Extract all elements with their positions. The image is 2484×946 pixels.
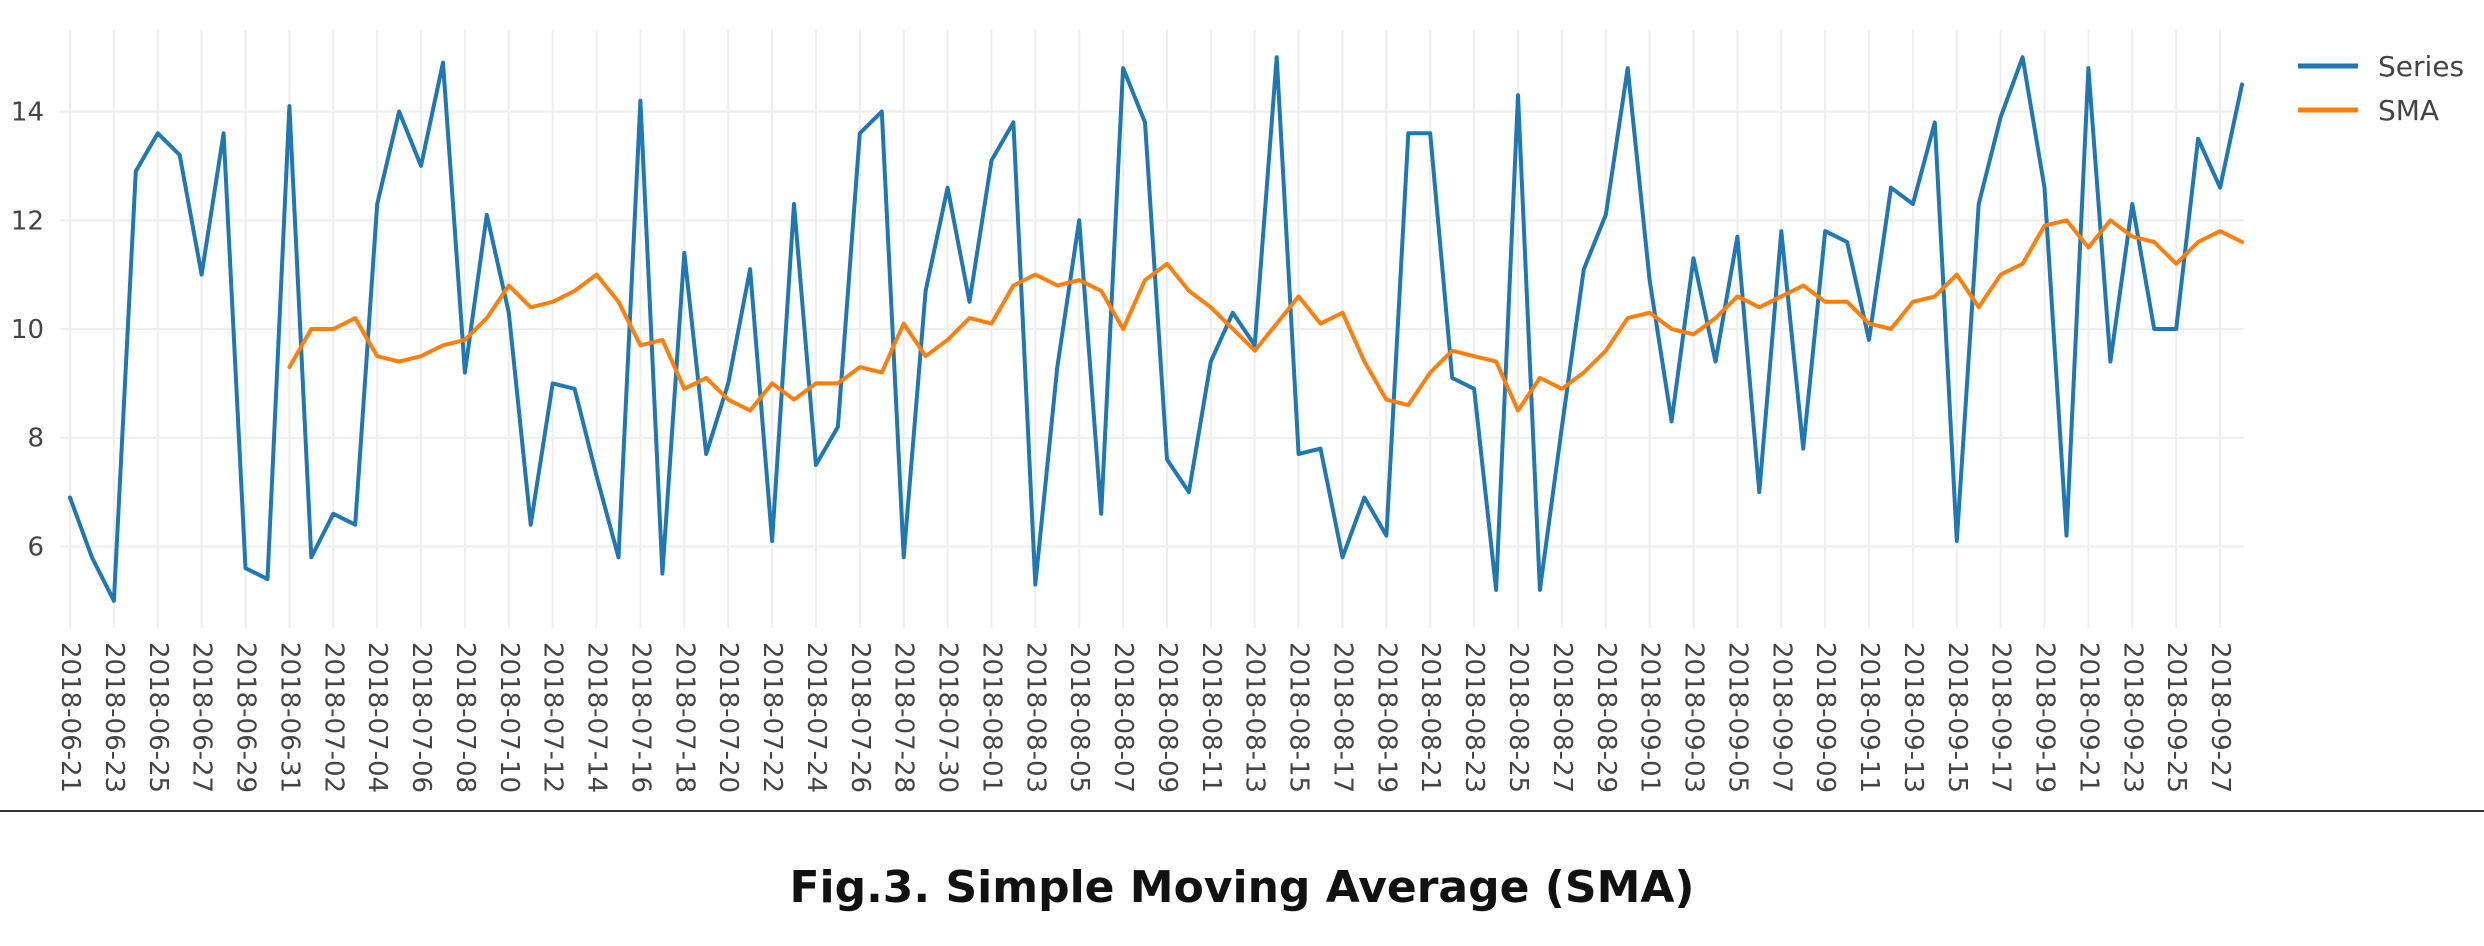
x-tick-label: 2018-09-27 <box>2205 642 2235 793</box>
x-tick-label: 2018-07-12 <box>538 642 568 793</box>
x-tick-label: 2018-09-23 <box>2117 642 2147 793</box>
x-tick-label: 2018-07-28 <box>889 642 919 793</box>
x-tick-label: 2018-07-10 <box>494 642 524 793</box>
x-tick-label: 2018-07-20 <box>713 642 743 793</box>
x-tick-label: 2018-06-31 <box>274 642 304 793</box>
x-tick-label: 2018-08-23 <box>1459 642 1489 793</box>
x-tick-label: 2018-08-07 <box>1108 642 1138 793</box>
x-tick-label: 2018-09-05 <box>1722 642 1752 793</box>
y-tick-label: 8 <box>27 424 44 454</box>
x-tick-label: 2018-09-13 <box>1898 642 1928 793</box>
grid-lines <box>60 30 2244 628</box>
y-axis-ticks: 6 8 10 12 14 <box>11 98 44 563</box>
x-tick-label: 2018-08-13 <box>1240 642 1270 793</box>
x-tick-label: 2018-07-04 <box>362 642 392 793</box>
x-tick-label: 2018-09-21 <box>2073 642 2103 793</box>
x-tick-label: 2018-08-29 <box>1591 642 1621 793</box>
x-tick-label: 2018-09-25 <box>2161 642 2191 793</box>
x-tick-label: 2018-07-16 <box>625 642 655 793</box>
x-tick-label: 2018-06-25 <box>143 642 173 793</box>
x-tick-label: 2018-07-22 <box>757 642 787 793</box>
x-tick-label: 2018-09-03 <box>1679 642 1709 793</box>
figure-caption: Fig.3. Simple Moving Average (SMA) <box>789 862 1695 913</box>
series-line-series <box>68 55 2244 603</box>
legend-label-sma[interactable]: SMA <box>2378 94 2439 127</box>
x-axis-ticks: 2018-06-21 2018-06-23 2018-06-25 2018-06-27… <box>55 642 2235 793</box>
x-tick-label: 2018-06-21 <box>55 642 85 793</box>
x-tick-label: 2018-09-07 <box>1766 642 1796 793</box>
y-tick-label: 10 <box>11 315 44 345</box>
x-tick-label: 2018-09-19 <box>2030 642 2060 793</box>
x-tick-label: 2018-09-15 <box>1942 642 1972 793</box>
x-tick-label: 2018-07-24 <box>801 642 831 793</box>
x-tick-label: 2018-08-27 <box>1547 642 1577 793</box>
x-tick-label: 2018-06-29 <box>231 642 261 793</box>
x-tick-label: 2018-07-02 <box>318 642 348 793</box>
x-tick-label: 2018-06-27 <box>187 642 217 793</box>
x-tick-label: 2018-08-11 <box>1196 642 1226 793</box>
x-tick-label: 2018-08-09 <box>1152 642 1182 793</box>
series-line-sma <box>287 218 2244 413</box>
x-tick-label: 2018-09-09 <box>1810 642 1840 793</box>
x-tick-label: 2018-07-14 <box>582 642 612 793</box>
x-tick-label: 2018-08-15 <box>1284 642 1314 793</box>
x-tick-label: 2018-07-30 <box>933 642 963 793</box>
y-tick-label: 14 <box>11 98 44 128</box>
x-tick-label: 2018-08-01 <box>976 642 1006 793</box>
x-tick-label: 2018-08-05 <box>1064 642 1094 793</box>
y-tick-label: 12 <box>11 206 44 236</box>
x-tick-label: 2018-07-18 <box>669 642 699 793</box>
x-tick-label: 2018-08-25 <box>1503 642 1533 793</box>
x-tick-label: 2018-08-17 <box>1327 642 1357 793</box>
x-tick-label: 2018-08-21 <box>1415 642 1445 793</box>
x-tick-label: 2018-07-26 <box>845 642 875 793</box>
series-lines <box>68 55 2244 603</box>
y-tick-label: 6 <box>27 532 44 562</box>
x-tick-label: 2018-09-11 <box>1854 642 1884 793</box>
x-tick-label: 2018-07-08 <box>450 642 480 793</box>
x-tick-label: 2018-09-01 <box>1635 642 1665 793</box>
x-tick-label: 2018-08-19 <box>1371 642 1401 793</box>
x-tick-label: 2018-06-23 <box>99 642 129 793</box>
legend-label-series[interactable]: Series <box>2378 50 2464 83</box>
x-tick-label: 2018-08-03 <box>1020 642 1050 793</box>
x-tick-label: 2018-07-06 <box>406 642 436 793</box>
legend[interactable]: Series SMA <box>2298 50 2464 127</box>
x-tick-label: 2018-09-17 <box>1986 642 2016 793</box>
